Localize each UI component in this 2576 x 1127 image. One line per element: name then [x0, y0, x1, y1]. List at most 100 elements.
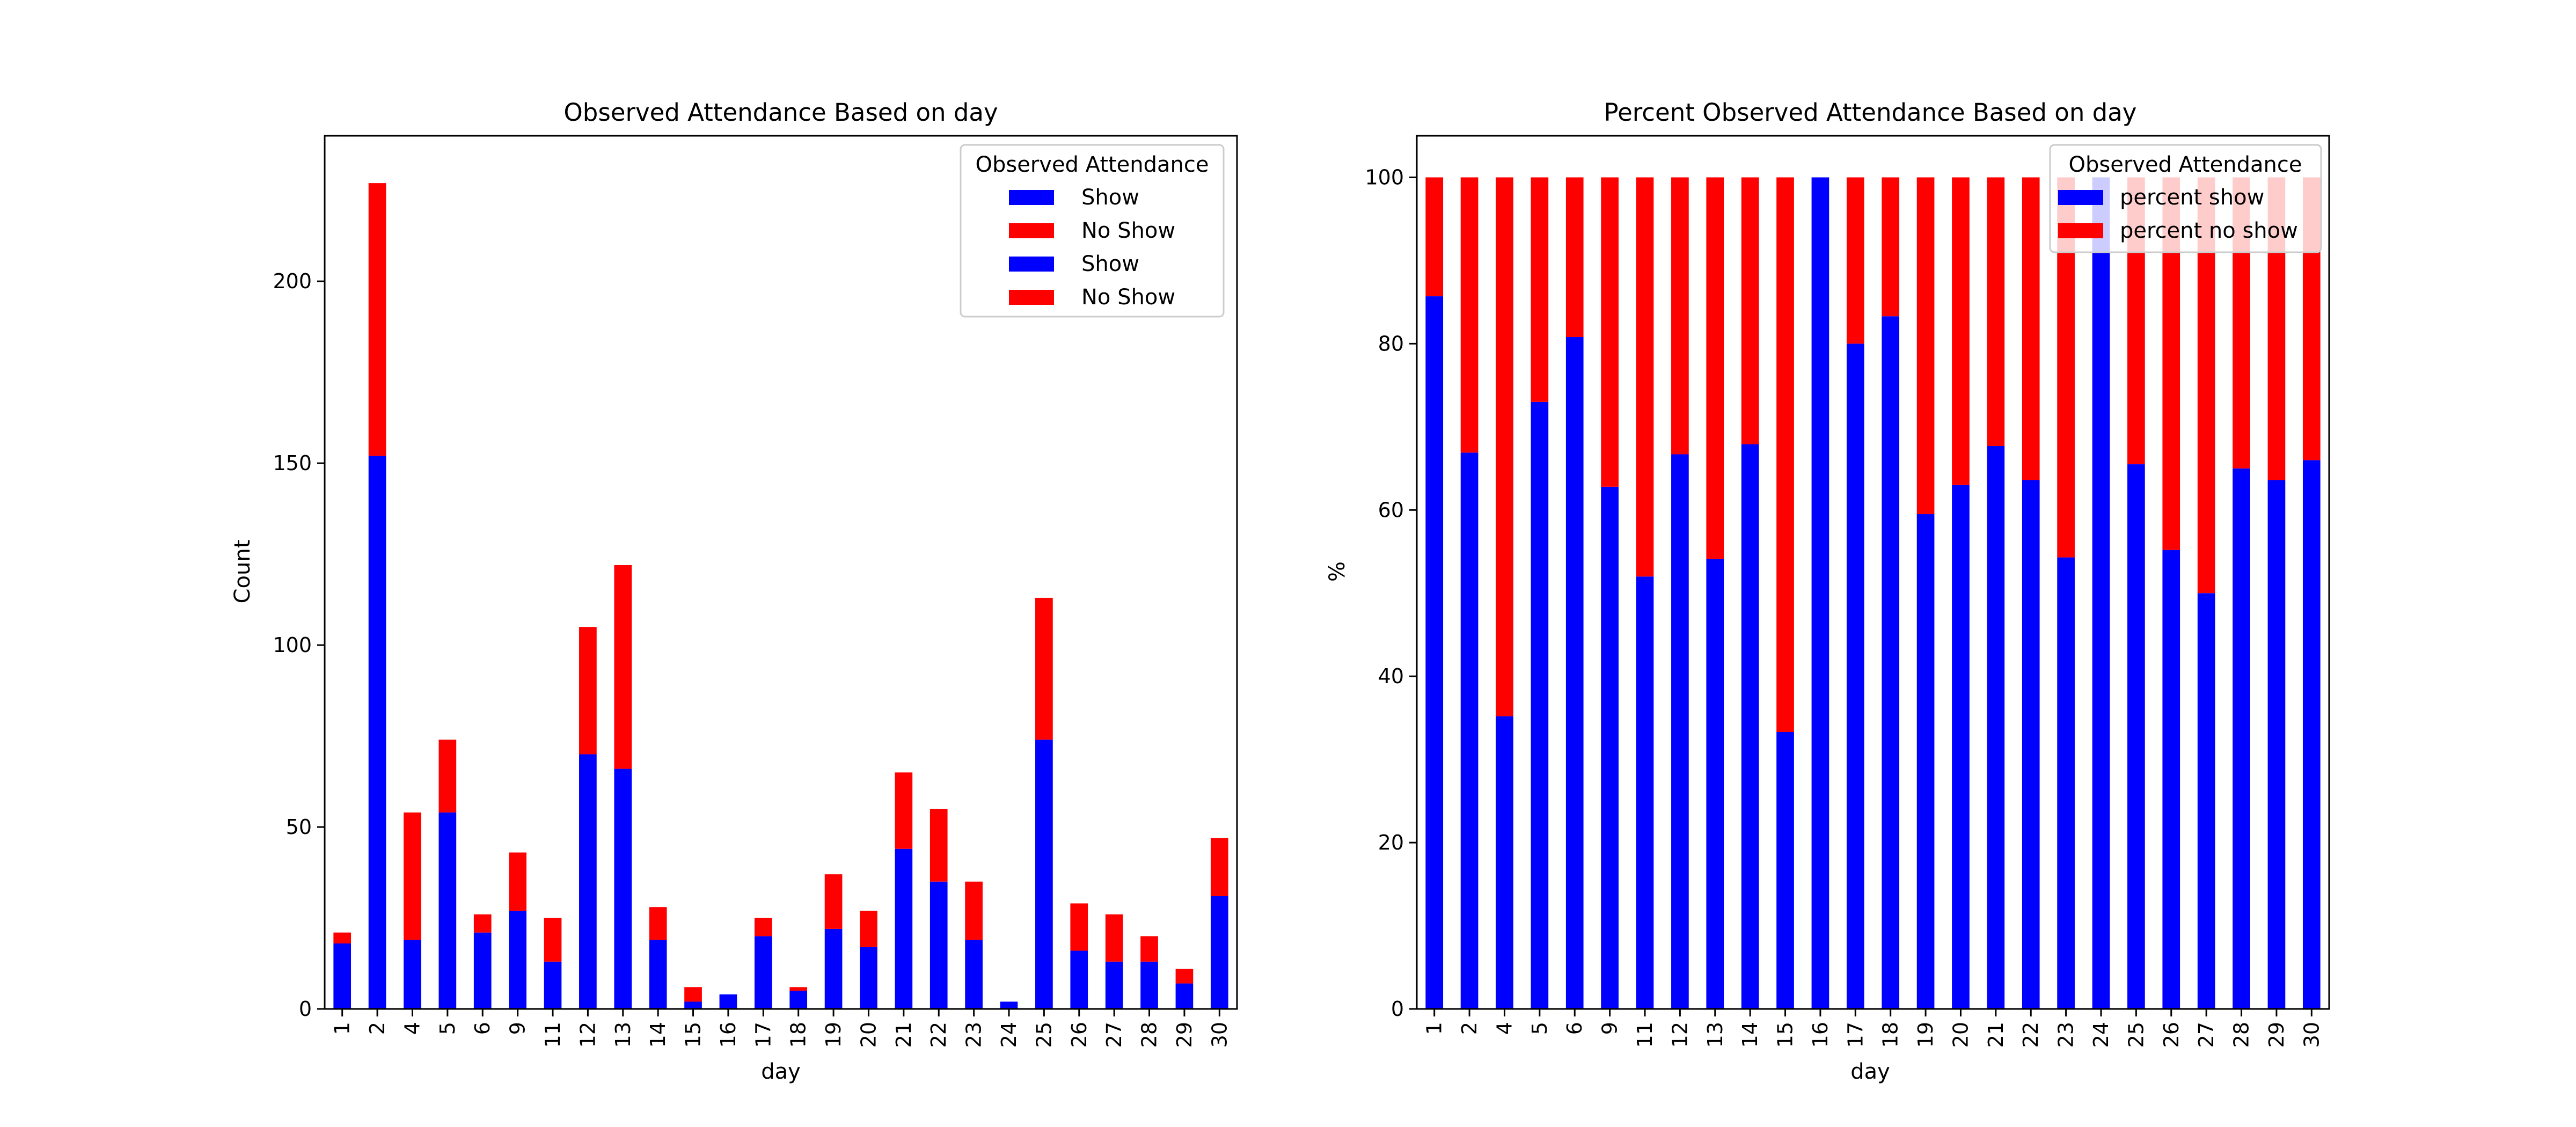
count-chart-bar-no-show-day-28: [1140, 936, 1158, 962]
count-chart-bar-show-day-17: [754, 936, 772, 1009]
percent-chart-bar-show-day-19: [1916, 514, 1935, 1009]
percent-chart-xlabel: day: [1850, 1059, 1890, 1084]
percent-chart-legend-swatch: [2058, 190, 2103, 205]
count-chart-bar-no-show-day-19: [824, 874, 843, 929]
count-chart-bar-show-day-28: [1140, 961, 1158, 1009]
percent-chart-x-tick-label: 24: [2089, 1022, 2113, 1048]
percent-chart-frame: [1416, 135, 2330, 1010]
count-chart-y-tick-label: 50: [286, 815, 312, 839]
percent-chart-y-tick-label: 100: [1365, 165, 1404, 189]
count-chart-x-tick-label: 6: [471, 1022, 494, 1035]
percent-chart-bar-show-day-24: [2092, 177, 2110, 1009]
count-chart-bar-no-show-day-5: [438, 740, 457, 813]
count-chart-legend-swatch: [1009, 223, 1054, 238]
count-chart-bar-no-show-day-11: [544, 918, 562, 962]
count-chart-x-tick-label: 4: [400, 1022, 424, 1035]
count-chart-bar-show-day-26: [1070, 950, 1088, 1009]
percent-chart-x-tick-label: 26: [2160, 1022, 2183, 1048]
count-chart-bars: [333, 183, 1228, 1009]
count-chart: Observed Attendance Based on day Count d…: [230, 98, 1238, 1084]
percent-chart-legend-title: Observed Attendance: [2069, 152, 2302, 177]
percent-chart-bar-show-day-21: [1987, 445, 2005, 1009]
count-chart-x-tick-label: 20: [857, 1022, 880, 1048]
count-chart-bar-show-day-16: [719, 994, 737, 1009]
percent-chart-bar-show-day-6: [1565, 336, 1584, 1009]
count-chart-x-tick-label: 11: [541, 1022, 565, 1048]
count-chart-bar-no-show-day-26: [1070, 903, 1088, 951]
count-chart-x-tick-label: 29: [1173, 1022, 1196, 1048]
count-chart-bar-no-show-day-25: [1035, 597, 1053, 740]
count-chart-legend-label: Show: [1081, 252, 1139, 276]
percent-chart-x-tick-label: 17: [1843, 1022, 1867, 1048]
count-chart-bar-show-day-19: [824, 928, 843, 1009]
percent-chart-x-tick-label: 18: [1879, 1022, 1902, 1048]
percent-chart-bar-no-show-day-17: [1846, 177, 1864, 344]
count-chart-x-tick-label: 23: [962, 1022, 986, 1048]
count-chart-bar-no-show-day-30: [1210, 838, 1228, 896]
percent-chart-x-tick-label: 28: [2230, 1022, 2253, 1048]
percent-chart-bar-show-day-29: [2267, 480, 2286, 1009]
percent-chart-legend-swatch: [2058, 223, 2103, 238]
percent-chart-x-tick-label: 30: [2300, 1022, 2323, 1048]
count-chart-bar-no-show-day-29: [1175, 969, 1194, 984]
percent-chart-y-tick-label: 40: [1378, 664, 1404, 688]
percent-chart-bar-no-show-day-18: [1882, 177, 1900, 317]
percent-chart-bar-show-day-12: [1671, 454, 1689, 1009]
count-chart-bar-show-day-13: [614, 769, 632, 1009]
count-chart-legend-title: Observed Attendance: [976, 152, 1209, 177]
count-chart-x-tick-label: 26: [1067, 1022, 1091, 1048]
percent-chart-bar-show-day-15: [1776, 732, 1794, 1009]
percent-chart-x-tick-label: 22: [2019, 1022, 2043, 1048]
count-chart-bar-show-day-24: [1000, 1001, 1018, 1009]
count-chart-x-tick-label: 5: [436, 1022, 459, 1035]
count-chart-bar-show-day-12: [579, 754, 597, 1009]
count-chart-legend-box: [960, 144, 1225, 318]
count-chart-bar-show-day-20: [860, 947, 877, 1009]
percent-chart-y-axis: 0 20 40 60 80 100: [1365, 165, 1417, 1021]
percent-chart-bar-show-day-20: [1952, 485, 1970, 1009]
percent-chart-x-tick-label: 9: [1598, 1022, 1622, 1035]
percent-chart-x-tick-label: 6: [1563, 1022, 1586, 1035]
count-chart-legend-swatch: [1009, 290, 1054, 305]
count-chart-x-tick-label: 22: [927, 1022, 950, 1048]
count-chart-x-tick-label: 19: [822, 1022, 845, 1048]
percent-chart-x-tick-label: 21: [1984, 1022, 2008, 1048]
percent-chart-x-tick-label: 16: [1809, 1022, 1832, 1048]
percent-chart-legend-box: [2049, 144, 2322, 253]
count-chart-bar-show-day-15: [684, 1001, 702, 1009]
percent-chart-legend-entries: percent show percent no show: [2058, 185, 2298, 243]
count-chart-bar-no-show-day-1: [333, 932, 352, 943]
count-chart-bar-no-show-day-21: [895, 772, 913, 849]
count-chart-bar-show-day-27: [1105, 961, 1123, 1009]
percent-chart-bar-show-day-22: [2022, 480, 2040, 1009]
count-chart-bar-no-show-day-27: [1105, 914, 1123, 962]
count-chart-bar-no-show-day-20: [860, 910, 877, 947]
percent-chart-bar-show-day-27: [2197, 593, 2215, 1009]
count-chart-bar-show-day-2: [368, 456, 386, 1009]
count-chart-title: Observed Attendance Based on day: [564, 98, 998, 127]
percent-chart-bar-show-day-1: [1425, 296, 1444, 1009]
percent-chart-bar-show-day-26: [2162, 550, 2180, 1009]
count-chart-bar-show-day-1: [333, 943, 352, 1009]
percent-chart-bar-no-show-day-20: [1952, 177, 1970, 485]
count-chart-y-tick-label: 200: [273, 269, 312, 293]
count-chart-x-axis: 1 2 4 5 6 9 11 12 13 14 15 16 17 18 19 20 21 22 23 24 25 26 27…: [331, 1009, 1231, 1048]
count-chart-y-axis: 0 50 100 150 200: [273, 269, 325, 1021]
percent-chart-bar-no-show-day-15: [1776, 177, 1794, 733]
percent-chart-bar-show-day-30: [2302, 460, 2321, 1009]
count-chart-bar-show-day-5: [438, 812, 457, 1009]
percent-chart-x-tick-label: 2: [1458, 1022, 1481, 1035]
count-chart-bar-show-day-18: [789, 991, 808, 1009]
percent-chart-x-tick-label: 20: [1949, 1022, 1972, 1048]
percent-chart-x-tick-label: 23: [2054, 1022, 2078, 1048]
count-chart-x-tick-label: 2: [365, 1022, 389, 1035]
count-chart-xlabel: day: [761, 1059, 801, 1084]
count-chart-x-tick-label: 1: [331, 1022, 354, 1035]
count-chart-x-tick-label: 17: [751, 1022, 775, 1048]
percent-chart-bar-show-day-17: [1846, 343, 1864, 1009]
count-chart-bar-no-show-day-12: [579, 627, 597, 755]
percent-chart-x-axis: 1 2 4 5 6 9 11 12 13 14 15 16 17 18 19 20 21 22 23 24 25 26 27…: [1423, 1009, 2323, 1048]
percent-chart-bar-no-show-day-1: [1425, 177, 1444, 297]
count-chart-bar-no-show-day-9: [509, 852, 526, 911]
count-chart-y-tick-label: 0: [299, 997, 312, 1021]
